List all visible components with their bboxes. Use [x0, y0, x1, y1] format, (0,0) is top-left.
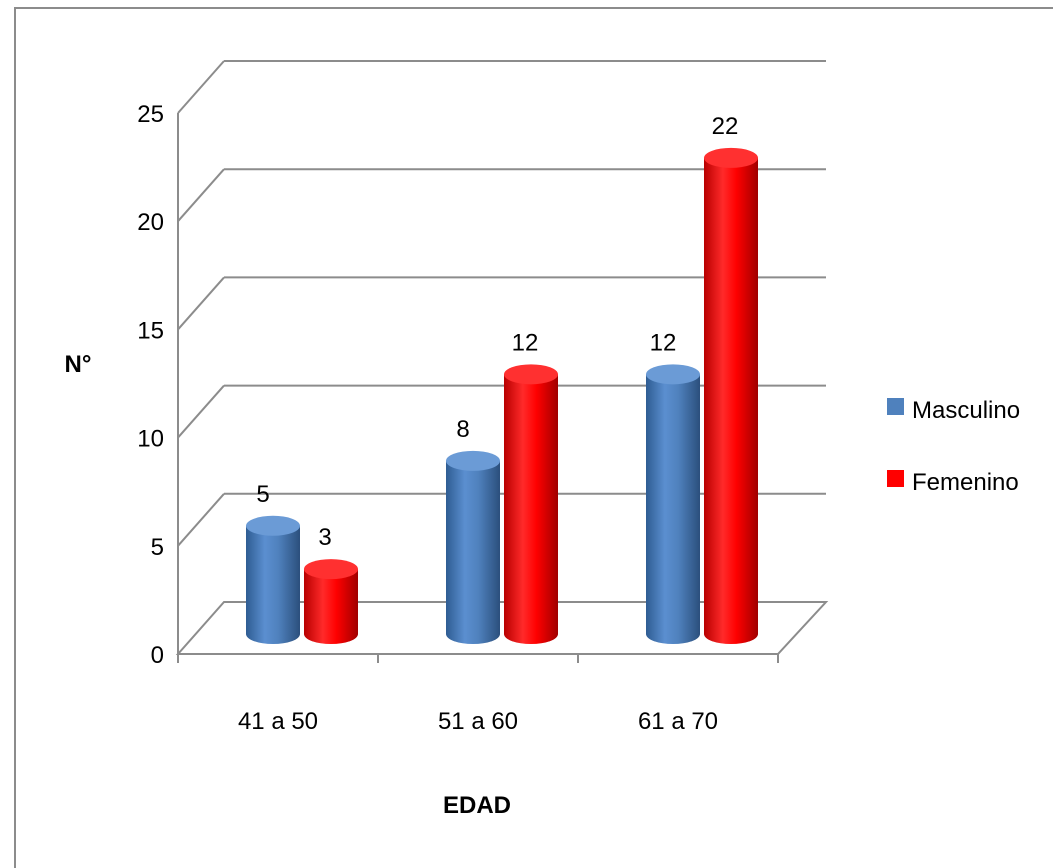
y-tick-label: 5 [151, 534, 164, 561]
bar-femenino-1 [504, 364, 558, 644]
bar-top [704, 147, 758, 168]
y-axis-title: N° [65, 351, 92, 378]
data-label: 12 [650, 329, 677, 356]
bar-body [704, 157, 758, 645]
data-label: 5 [256, 481, 269, 508]
bar-femenino-0 [304, 559, 358, 644]
legend-label-masculino: Masculino [912, 397, 1020, 424]
data-label: 3 [318, 524, 331, 551]
gridline-side [177, 384, 225, 439]
y-tick-label: 20 [137, 209, 164, 236]
data-label: 12 [512, 329, 539, 356]
bar-body [504, 374, 558, 644]
labels: 5 3 8 12 12 22 [256, 113, 738, 551]
axes: 0 5 10 15 20 25 41 a 50 51 a 60 61 a 70 EDAD N° [65, 101, 779, 819]
bar-top [446, 450, 500, 471]
bar-masculino-2 [646, 364, 700, 644]
bar-body [446, 460, 500, 644]
legend-label-femenino: Femenino [912, 469, 1019, 496]
bar-masculino-0 [246, 515, 300, 644]
legend: Masculino Femenino [887, 397, 1020, 496]
gridline-side [177, 168, 225, 222]
bar-top [646, 364, 700, 385]
bar-masculino-1 [446, 450, 500, 644]
x-category-label: 61 a 70 [638, 708, 718, 735]
bar-body [646, 374, 700, 644]
data-label: 8 [456, 416, 469, 443]
y-tick-label: 25 [137, 101, 164, 128]
legend-swatch-masculino [887, 398, 904, 415]
gridline-side [177, 60, 225, 114]
y-tick-label: 0 [151, 642, 164, 669]
legend-swatch-femenino [887, 470, 904, 487]
y-tick-label: 15 [137, 317, 164, 344]
y-tick-label: 10 [137, 426, 164, 453]
bars [246, 147, 758, 645]
gridline-side [177, 493, 225, 547]
bar-top [246, 515, 300, 536]
bar-body [246, 525, 300, 644]
data-label: 22 [712, 113, 739, 140]
bar-top [304, 559, 358, 580]
x-axis-title: EDAD [443, 792, 511, 819]
x-category-label: 41 a 50 [238, 708, 318, 735]
gridline-side [177, 276, 225, 331]
x-category-label: 51 a 60 [438, 708, 518, 735]
bar-femenino-2 [704, 147, 758, 645]
bar-body [304, 569, 358, 644]
bar-top [504, 364, 558, 385]
